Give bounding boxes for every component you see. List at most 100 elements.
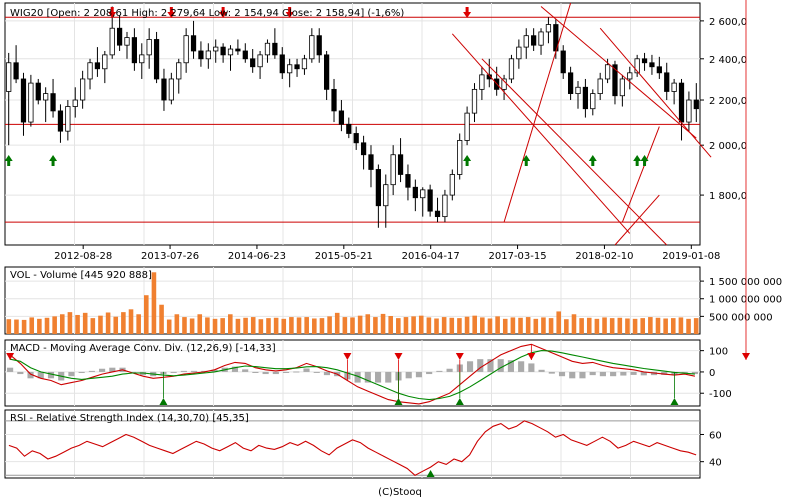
candle-body xyxy=(693,99,699,110)
candle-body xyxy=(434,210,441,218)
volume-panel: 1 500 000 000 1 000 000 000 500 000 000 xyxy=(4,266,782,335)
volume-bar xyxy=(296,317,302,334)
candle-body xyxy=(353,133,359,144)
volume-bar xyxy=(663,318,668,334)
volume-bar xyxy=(144,295,149,334)
macd-histogram-bar xyxy=(313,371,320,373)
macd-histogram-bar xyxy=(272,371,279,375)
candle-body xyxy=(301,58,308,70)
buy-signal-arrow xyxy=(4,155,13,166)
buy-signal-arrow xyxy=(640,155,649,166)
macd-histogram-bar xyxy=(27,371,34,379)
candle-body xyxy=(420,189,426,199)
macd-histogram-bar xyxy=(283,371,290,373)
candle-body xyxy=(35,82,41,101)
price-x-tick-label: 2014-06-23 xyxy=(228,251,286,262)
sell-signal-arrow xyxy=(108,7,117,18)
macd-histogram-bar xyxy=(661,371,668,375)
volume-bar xyxy=(441,317,447,334)
candle-body xyxy=(567,72,574,95)
candle-body xyxy=(153,39,160,80)
candle-body xyxy=(331,88,337,112)
candle-body xyxy=(368,154,374,170)
candle-body xyxy=(235,48,241,52)
volume-bar xyxy=(487,318,493,334)
volume-bar xyxy=(136,314,141,334)
candle-body xyxy=(641,58,648,64)
volume-bar xyxy=(289,317,294,334)
candle-body xyxy=(139,54,145,64)
volume-bar xyxy=(617,317,623,334)
macd-histogram-bar xyxy=(374,371,382,383)
candle-body xyxy=(442,194,448,218)
macd-panel: 100 0 -100 xyxy=(4,0,750,407)
candle-body xyxy=(94,62,101,70)
volume-bar xyxy=(281,318,287,334)
candle-body xyxy=(198,50,204,60)
candle-body xyxy=(168,78,174,101)
price-x-tick-label: 2019-01-08 xyxy=(662,251,720,262)
volume-bar xyxy=(273,317,279,334)
macd-histogram-bar xyxy=(681,371,688,373)
buy-signal-arrow xyxy=(588,155,597,166)
candle-body xyxy=(309,35,315,60)
volume-bar xyxy=(586,317,592,334)
trend-line xyxy=(503,2,572,223)
volume-bar xyxy=(693,318,699,334)
macd-histogram-bar xyxy=(323,371,331,376)
candle-body xyxy=(501,78,507,90)
candle-body xyxy=(183,35,189,64)
volume-bar xyxy=(128,309,134,334)
sell-signal-arrow xyxy=(463,7,472,18)
macd-histogram-bar xyxy=(415,371,422,378)
rsi-y-axis-tick-label: 40 xyxy=(709,458,722,469)
volume-bar xyxy=(648,317,653,334)
volume-bar xyxy=(319,318,325,334)
volume-bar xyxy=(388,316,393,334)
volume-bar xyxy=(105,312,111,334)
candle-body xyxy=(87,62,93,80)
buy-signal-arrow xyxy=(522,155,531,166)
volume-bar xyxy=(312,318,317,334)
candle-body xyxy=(227,48,234,56)
macd-histogram-bar xyxy=(99,368,106,372)
macd-histogram-bar xyxy=(640,371,647,376)
rsi-panel: 60 40 xyxy=(4,409,722,479)
trend-line xyxy=(540,6,697,139)
volume-bar xyxy=(418,315,424,334)
volume-bar xyxy=(686,318,691,334)
macd-histogram-bar xyxy=(170,371,177,373)
price-y-axis-tick-label: 2 000,0 xyxy=(709,141,747,152)
rsi-series-line xyxy=(8,420,697,476)
price-x-tick-label: 2013-07-26 xyxy=(141,251,199,262)
candle-body xyxy=(205,50,211,60)
macd-histogram-bar xyxy=(528,363,535,372)
candle-body xyxy=(72,99,78,107)
volume-bar xyxy=(480,317,485,334)
macd-histogram-bar xyxy=(78,371,85,373)
volume-bar xyxy=(189,318,195,334)
volume-bar xyxy=(205,317,210,334)
macd-series-line xyxy=(9,343,696,405)
candle-body xyxy=(250,58,256,68)
volume-bar xyxy=(75,314,80,334)
volume-y-axis-tick-label: 500 000 000 xyxy=(709,312,773,323)
rsi-panel-header: RSI - Relative Strength Index (14,30,70)… xyxy=(10,413,249,424)
macd-histogram-bar xyxy=(354,371,361,383)
volume-bar xyxy=(380,313,386,334)
candle-body xyxy=(634,58,640,74)
price-panel: 2 600,0 2 400,0 2 200,0 2 000,0 1 800,0 2012-… xyxy=(4,2,747,262)
macd-histogram-bar xyxy=(17,371,24,375)
volume-bar xyxy=(472,315,477,334)
price-y-axis-tick-label: 2 200,0 xyxy=(709,96,747,107)
macd-histogram-bar xyxy=(109,367,116,372)
candle-body xyxy=(582,86,589,110)
candle-body xyxy=(43,93,49,101)
volume-bar xyxy=(426,317,432,334)
volume-y-axis-tick-label: 1 000 000 000 xyxy=(709,295,782,306)
candle-body xyxy=(338,110,345,125)
candle-body xyxy=(545,24,552,33)
candle-body xyxy=(65,106,71,132)
price-x-tick-label: 2012-08-28 xyxy=(54,251,112,262)
macd-histogram-bar xyxy=(436,370,443,372)
